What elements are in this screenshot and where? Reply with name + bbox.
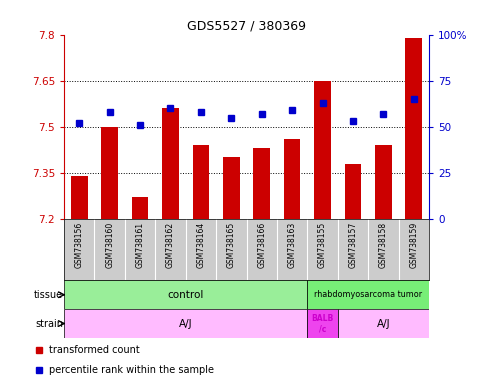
Bar — [193, 145, 209, 219]
Bar — [64, 309, 307, 338]
Bar — [223, 157, 240, 219]
Text: GSM738156: GSM738156 — [75, 222, 84, 268]
Text: GSM738166: GSM738166 — [257, 222, 266, 268]
Bar — [132, 197, 148, 219]
Text: A/J: A/J — [179, 318, 192, 329]
Bar — [375, 145, 391, 219]
Text: GSM738165: GSM738165 — [227, 222, 236, 268]
Bar — [307, 280, 429, 309]
Text: GSM738158: GSM738158 — [379, 222, 388, 268]
Text: A/J: A/J — [377, 318, 390, 329]
Bar — [345, 164, 361, 219]
Text: GSM738159: GSM738159 — [409, 222, 418, 268]
Title: GDS5527 / 380369: GDS5527 / 380369 — [187, 19, 306, 32]
Bar — [338, 309, 429, 338]
Text: BALB
/c: BALB /c — [312, 314, 334, 333]
Text: strain: strain — [35, 318, 63, 329]
Bar — [64, 280, 307, 309]
Text: control: control — [168, 290, 204, 300]
Text: GSM738164: GSM738164 — [196, 222, 206, 268]
Text: percentile rank within the sample: percentile rank within the sample — [49, 364, 214, 375]
Bar — [314, 81, 331, 219]
Bar — [284, 139, 300, 219]
Text: GSM738163: GSM738163 — [287, 222, 297, 268]
Text: GSM738160: GSM738160 — [105, 222, 114, 268]
Bar — [102, 127, 118, 219]
Text: rhabdomyosarcoma tumor: rhabdomyosarcoma tumor — [314, 290, 422, 299]
Bar — [253, 148, 270, 219]
Bar — [162, 108, 179, 219]
Text: tissue: tissue — [34, 290, 63, 300]
Text: transformed count: transformed count — [49, 345, 140, 355]
Bar — [71, 176, 88, 219]
Bar — [405, 38, 422, 219]
Text: GSM738162: GSM738162 — [166, 222, 175, 268]
Bar — [307, 309, 338, 338]
Text: GSM738155: GSM738155 — [318, 222, 327, 268]
Text: GSM738161: GSM738161 — [136, 222, 144, 268]
Text: GSM738157: GSM738157 — [349, 222, 357, 268]
